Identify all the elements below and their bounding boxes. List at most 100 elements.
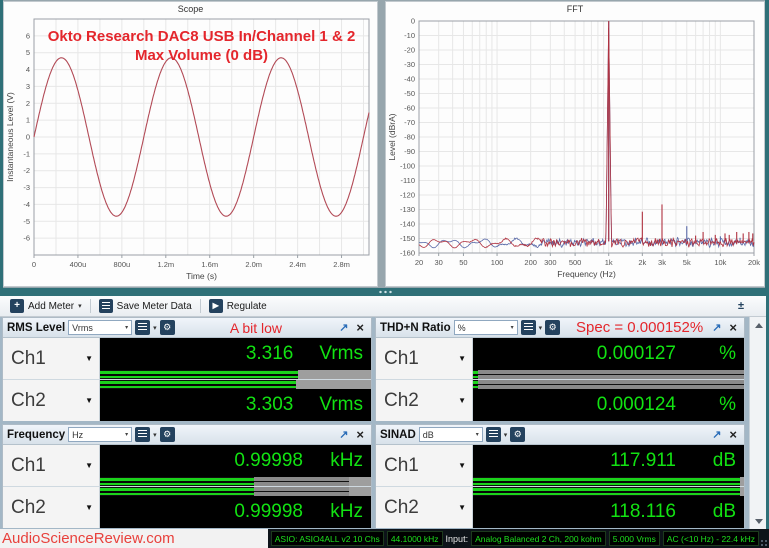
regulate-button[interactable]: ▶ Regulate <box>205 298 271 315</box>
chevron-down-icon: ▾ <box>153 324 157 332</box>
channel-dropdown-icon: ▼ <box>85 461 93 470</box>
svg-text:2: 2 <box>26 99 30 108</box>
save-meter-data-button[interactable]: Save Meter Data <box>95 298 196 315</box>
unit-selector-dropdown[interactable]: % ▾ <box>453 320 518 335</box>
svg-text:3: 3 <box>26 82 30 91</box>
meter-display: 3.303 Vrms <box>100 389 371 421</box>
svg-text:-110: -110 <box>401 176 415 185</box>
status-badge[interactable]: Analog Balanced 2 Ch, 200 kohm <box>471 531 606 546</box>
add-meter-label: Add Meter <box>28 300 75 312</box>
svg-text:-60: -60 <box>404 104 415 113</box>
close-icon[interactable]: × <box>729 427 737 442</box>
levels-icon <box>138 323 148 332</box>
export-icon[interactable]: ↗ <box>712 322 722 334</box>
unit-selector-value: Hz <box>72 429 84 440</box>
svg-text:Instantaneous Level (V): Instantaneous Level (V) <box>5 92 15 182</box>
svg-text:-30: -30 <box>404 60 415 69</box>
meter-value: 118.116 <box>610 501 676 522</box>
channel-dropdown-icon: ▼ <box>458 396 466 405</box>
unit-selector-dropdown[interactable]: dB ▾ <box>418 427 483 442</box>
gear-button[interactable]: ⚙ <box>510 427 526 442</box>
level-bar-fill <box>100 370 298 379</box>
svg-text:6: 6 <box>26 31 30 40</box>
channel-label: Ch2 <box>11 389 46 411</box>
scroll-down-icon[interactable] <box>750 513 767 529</box>
meter-display: 0.000127% <box>473 338 744 370</box>
export-icon[interactable]: ↗ <box>712 429 722 441</box>
close-icon[interactable]: × <box>356 427 364 442</box>
status-badge[interactable]: 5.000 Vrms <box>608 531 660 546</box>
channel-selector[interactable]: Ch1 ▼ <box>376 445 473 486</box>
gear-button[interactable]: ⚙ <box>159 320 175 335</box>
levels-icon <box>138 430 148 439</box>
channel-dropdown-icon: ▼ <box>458 503 466 512</box>
svg-text:-5: -5 <box>23 217 30 226</box>
channel-stack: 0.000124% <box>473 380 744 421</box>
add-meter-button[interactable]: + Add Meter ▾ <box>6 298 86 315</box>
meter-panel-freq: Frequency Hz ▾ ▾ ⚙ ↗ × Ch1 ▼ 0.99998 kHz Ch2 ▼ 0.9999… <box>2 424 372 528</box>
svg-text:-10: -10 <box>404 31 415 40</box>
unit-selector-dropdown[interactable]: Vrms ▾ <box>68 320 133 335</box>
svg-text:-3: -3 <box>23 183 30 192</box>
svg-text:-1: -1 <box>23 149 30 158</box>
meter-scrollbar[interactable] <box>749 317 766 529</box>
channel-row: Ch2 ▼ 0.000124% <box>376 380 744 421</box>
status-badge[interactable]: AC (<10 Hz) - 22.4 kHz <box>662 531 759 546</box>
meter-title: RMS Level <box>7 321 66 334</box>
horizontal-splitter[interactable] <box>0 288 769 296</box>
gear-button[interactable]: ⚙ <box>545 320 561 335</box>
meter-display: 0.99998 kHz <box>100 496 371 528</box>
channel-stack: 117.911 dB <box>473 445 744 486</box>
gear-button[interactable]: ⚙ <box>159 427 175 442</box>
channel-row: Ch1 ▼ 3.316 Vrms <box>3 338 371 379</box>
channel-selector[interactable]: Ch2 ▼ <box>376 380 473 421</box>
status-badge[interactable]: 44.1000 kHz <box>386 531 443 546</box>
status-badge[interactable]: ASIO: ASIO4ALL v2 10 Chs <box>270 531 384 546</box>
channel-label: Ch1 <box>384 347 419 369</box>
svg-text:Level (dBrA): Level (dBrA) <box>387 113 397 160</box>
channel-row: Ch2 ▼ 3.303 Vrms <box>3 380 371 421</box>
unit-selector-dropdown[interactable]: Hz ▾ <box>68 427 133 442</box>
meter-unit: dB <box>712 450 736 471</box>
channel-selector[interactable]: Ch2 ▼ <box>3 380 100 421</box>
svg-text:-100: -100 <box>400 162 415 171</box>
meter-unit: Vrms <box>319 394 363 415</box>
add-icon: + <box>10 299 24 313</box>
unit-selector-value: Vrms <box>72 322 93 333</box>
channel-selector[interactable]: Ch1 ▼ <box>376 338 473 379</box>
levels-settings-button[interactable] <box>485 427 501 442</box>
level-bar <box>100 487 371 496</box>
close-icon[interactable]: × <box>356 320 364 335</box>
unit-selector-value: % <box>457 322 466 333</box>
meter-annotation: A bit low <box>229 319 282 336</box>
svg-text:Okto Research DAC8 USB In/Chan: Okto Research DAC8 USB In/Channel 1 & 2 <box>48 28 356 45</box>
svg-text:-160: -160 <box>400 249 415 258</box>
svg-text:-90: -90 <box>404 147 415 156</box>
scope-plot-title: Scope <box>177 4 204 14</box>
levels-settings-button[interactable] <box>520 320 536 335</box>
channel-stack: 118.116 dB <box>473 487 744 528</box>
close-icon[interactable]: × <box>729 320 737 335</box>
resize-grip-icon[interactable] <box>760 539 768 547</box>
level-bar <box>100 477 371 486</box>
chevron-down-icon: ▾ <box>78 303 82 310</box>
svg-text:20k: 20k <box>748 258 760 267</box>
pin-panel-icon[interactable]: ± <box>737 300 744 312</box>
channel-selector[interactable]: Ch1 ▼ <box>3 338 100 379</box>
levels-settings-button[interactable] <box>135 320 151 335</box>
export-icon[interactable]: ↗ <box>339 322 349 334</box>
chevron-down-icon: ▾ <box>510 325 514 331</box>
channel-selector[interactable]: Ch2 ▼ <box>3 487 100 528</box>
level-bar-fill <box>100 477 255 486</box>
level-bar-peak <box>254 477 350 486</box>
export-icon[interactable]: ↗ <box>339 429 349 441</box>
svg-text:2k: 2k <box>638 258 646 267</box>
channel-dropdown-icon: ▼ <box>85 396 93 405</box>
levels-settings-button[interactable] <box>135 427 151 442</box>
scroll-up-icon[interactable] <box>750 317 767 333</box>
channel-selector[interactable]: Ch2 ▼ <box>376 487 473 528</box>
save-meter-data-label: Save Meter Data <box>116 300 192 312</box>
channel-selector[interactable]: Ch1 ▼ <box>3 445 100 486</box>
channel-dropdown-icon: ▼ <box>85 354 93 363</box>
level-bar <box>100 380 371 389</box>
